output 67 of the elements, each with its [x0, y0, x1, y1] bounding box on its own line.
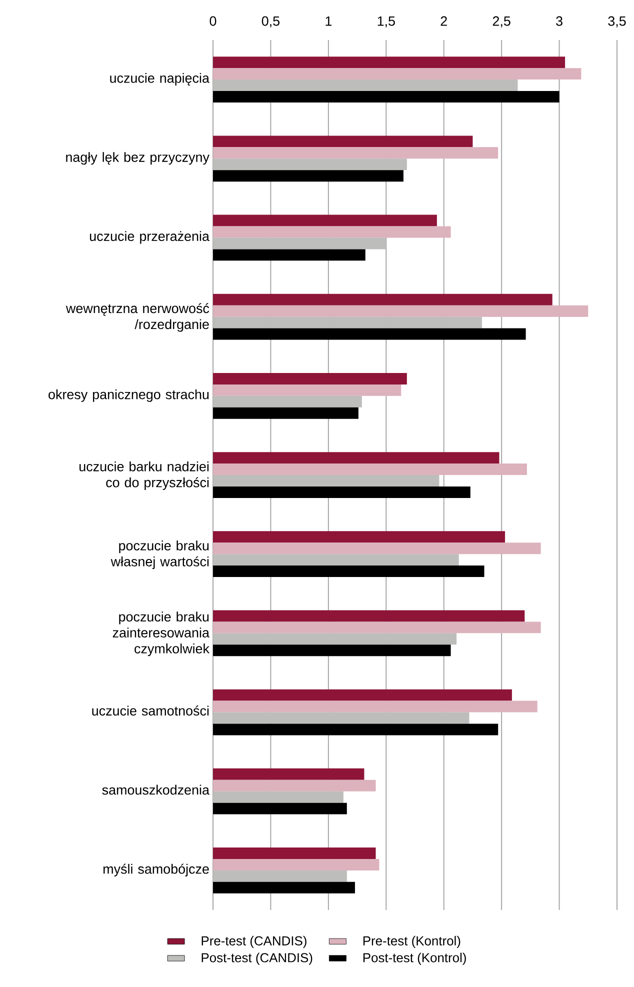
bar — [213, 633, 457, 645]
bar — [213, 531, 506, 543]
bar — [213, 542, 541, 554]
bar — [213, 464, 527, 475]
bar — [213, 305, 588, 317]
bar — [213, 372, 407, 384]
y-tick-label: uczucie samotności — [92, 706, 209, 716]
bar — [213, 644, 451, 656]
bar — [213, 768, 364, 780]
x-tick-label: 3 — [556, 16, 562, 26]
bar — [213, 91, 560, 102]
bar — [213, 452, 500, 464]
y-tick-label: wewnętrzna nerwowość /rozedrganie — [66, 303, 210, 332]
x-tick-label: 0,5 — [262, 16, 280, 28]
bar — [213, 328, 526, 340]
y-tick-label: poczucie braku własnej wartości — [110, 540, 209, 570]
x-tick-label: 1,5 — [378, 16, 395, 28]
bar — [213, 226, 451, 238]
bar — [213, 158, 407, 170]
legend-label: Pre-test (Kontrol) — [363, 936, 460, 948]
y-tick-label: myśli samobójcze — [103, 864, 209, 876]
bar — [213, 882, 355, 894]
x-tick-label: 0 — [210, 16, 216, 26]
bar — [213, 68, 582, 80]
bar — [213, 294, 552, 306]
bar — [213, 858, 380, 870]
bar — [213, 802, 347, 814]
y-tick-label: nagły lęk bez przyczyny — [66, 152, 210, 165]
bar — [213, 214, 437, 226]
bar — [213, 622, 541, 634]
bar — [213, 384, 402, 396]
bar — [213, 689, 512, 701]
legend-label: Pre-test (CANDIS) — [202, 936, 306, 948]
bar — [213, 475, 440, 486]
bar — [213, 80, 518, 92]
bar — [213, 486, 470, 498]
legend-label: Post-test (CANDIS) — [202, 952, 312, 965]
bar — [213, 396, 362, 408]
bar — [213, 56, 566, 68]
bar — [213, 554, 459, 566]
y-tick-label: samouszkodzenia — [102, 784, 210, 795]
x-tick-label: 1 — [326, 16, 332, 26]
x-tick-label: 2 — [440, 16, 447, 26]
bar — [213, 870, 347, 882]
y-tick-label: uczucie przerażenia — [90, 231, 210, 244]
bar — [213, 791, 344, 803]
bar — [213, 724, 498, 736]
bar — [213, 147, 498, 159]
legend-label: Post-test (Kontrol) — [363, 952, 466, 965]
bar — [213, 407, 358, 419]
y-tick-label: uczucie napięcia — [110, 72, 210, 86]
bar — [213, 610, 525, 622]
bar — [213, 712, 470, 724]
bar — [213, 249, 366, 261]
y-tick-label: poczucie braku zainteresowania czymkolwiek — [112, 612, 210, 656]
x-tick-label: 2,5 — [492, 16, 510, 28]
x-tick-label: 3,5 — [608, 16, 626, 28]
y-tick-label: okresy panicznego strachu — [48, 389, 209, 402]
bar — [213, 238, 386, 250]
bar — [213, 170, 404, 182]
y-tick-label: uczucie barku nadziei co do przyszłości — [80, 461, 209, 490]
bar — [213, 136, 473, 148]
bar — [213, 848, 376, 859]
bar — [213, 566, 484, 578]
bar — [213, 700, 538, 712]
bar — [213, 316, 482, 328]
bar — [213, 780, 376, 792]
